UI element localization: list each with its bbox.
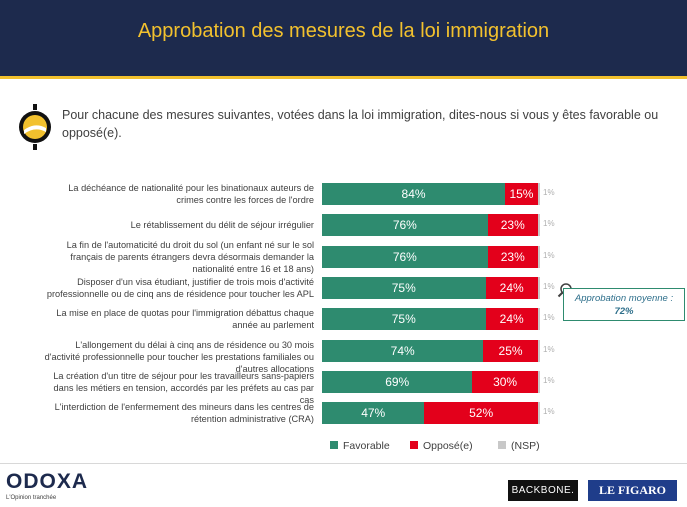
bar-favorable: [322, 339, 484, 362]
bar-nsp: [537, 308, 540, 331]
data-label-nsp: 1%: [543, 313, 555, 323]
header-banner: Approbation des mesures de la loi immigr…: [0, 0, 687, 76]
category-label: La mise en place de quotas pour l'immigr…: [56, 308, 314, 331]
legend-item: Opposé(e): [410, 440, 473, 452]
data-label-nsp: 1%: [543, 188, 555, 197]
bar-oppose: [505, 183, 538, 205]
legend-item: (NSP): [498, 440, 540, 452]
bar-favorable: [322, 214, 488, 237]
data-label-nsp: 1%: [543, 344, 555, 354]
data-label: 75%: [391, 312, 416, 327]
bar-oppose: [483, 339, 538, 362]
data-label: 74%: [390, 343, 415, 358]
bar-favorable: [322, 183, 506, 205]
bar-favorable: [322, 402, 425, 425]
legend-label: Favorable: [343, 440, 390, 452]
bar-nsp: [537, 214, 540, 237]
category-label: Le rétablissement du délit de séjour irr…: [130, 220, 314, 231]
data-label: 24%: [499, 312, 524, 327]
question-text: Pour chacune des mesures suivantes, voté…: [62, 108, 659, 140]
backbone-logo: BACKBONE.: [508, 480, 578, 501]
data-label: 69%: [385, 374, 410, 389]
category-label: La déchéance de nationalité pour les bin…: [68, 183, 314, 205]
category-label: L'allongement du délai à cinq ans de rés…: [44, 339, 314, 374]
odoxa-logo: ODOXA L'Opinion tranchée: [6, 470, 89, 504]
legend-swatch: [498, 441, 506, 449]
average-approval-label: Approbation moyenne :: [574, 293, 674, 304]
legend-item: Favorable: [330, 440, 390, 452]
data-label: 25%: [498, 343, 523, 358]
category-label: La fin de l'automaticité du droit du sol…: [66, 239, 314, 274]
data-label-nsp: 1%: [543, 407, 555, 417]
bar-oppose: [487, 245, 538, 268]
bar-nsp: [537, 245, 540, 268]
category-label: L'interdiction de l'enfermement des mine…: [54, 402, 314, 425]
legend-label: Opposé(e): [423, 440, 473, 452]
data-label: 76%: [392, 249, 417, 264]
bar-oppose: [485, 308, 538, 331]
legend-swatch: [330, 441, 338, 449]
data-label: 76%: [392, 218, 417, 233]
bar-favorable: [322, 308, 486, 331]
page-title: Approbation des mesures de la loi immigr…: [137, 20, 550, 42]
legend-label: (NSP): [511, 440, 540, 452]
bar-nsp: [537, 276, 540, 299]
data-label: 47%: [361, 406, 386, 421]
bar-nsp: [537, 339, 540, 362]
data-label-nsp: 1%: [543, 281, 555, 291]
category-label: Disposer d'un visa étudiant, justifier d…: [46, 276, 314, 299]
bar-oppose: [485, 276, 538, 299]
odoxa-tagline: L'Opinion tranchée: [6, 495, 57, 501]
bar-oppose: [487, 214, 538, 237]
bar-oppose: [472, 370, 538, 393]
data-label-nsp: 1%: [543, 375, 555, 385]
bar-nsp: [537, 183, 540, 205]
odoxa-question-icon: [19, 104, 51, 150]
stacked-bar-chart: La déchéance de nationalité pour les bin…: [0, 170, 687, 440]
bar-nsp: [537, 402, 540, 425]
average-approval-value: 72%: [614, 306, 634, 317]
average-approval-box: Approbation moyenne : 72%: [563, 288, 685, 321]
data-label: 23%: [500, 218, 525, 233]
bar-nsp: [537, 370, 540, 393]
data-label-nsp: 1%: [543, 250, 555, 260]
category-label: La création d'un titre de séjour pour le…: [53, 370, 314, 405]
bar-favorable: [322, 370, 473, 393]
data-label-nsp: 1%: [543, 219, 555, 229]
data-label: 30%: [493, 374, 518, 389]
data-label: 75%: [391, 280, 416, 295]
data-label: 84%: [401, 187, 426, 201]
data-label: 52%: [469, 406, 494, 421]
data-label: 24%: [499, 280, 524, 295]
bar-favorable: [322, 245, 488, 268]
legend-swatch: [410, 441, 418, 449]
footer-divider: [0, 463, 687, 464]
bar-oppose: [424, 402, 538, 425]
data-label: 23%: [500, 249, 525, 264]
header-divider: [0, 76, 687, 79]
le-figaro-logo: LE FIGARO: [588, 480, 677, 501]
odoxa-wordmark: ODOXA: [6, 470, 89, 493]
bar-favorable: [322, 276, 486, 299]
data-label: 15%: [509, 187, 534, 201]
